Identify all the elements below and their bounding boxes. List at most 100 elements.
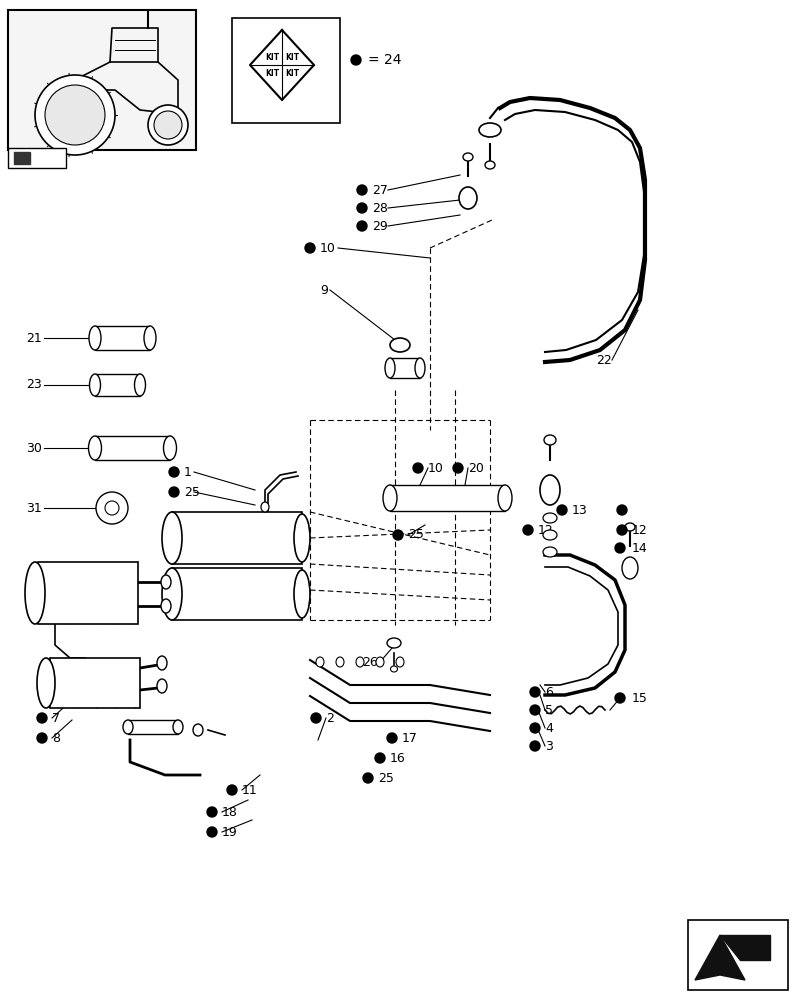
Text: 7: 7 (52, 712, 60, 724)
Ellipse shape (375, 657, 384, 667)
Text: 3: 3 (544, 740, 552, 752)
Text: 17: 17 (401, 732, 418, 744)
Circle shape (387, 733, 397, 743)
Polygon shape (14, 152, 30, 164)
Ellipse shape (37, 658, 55, 708)
Circle shape (530, 723, 539, 733)
Bar (95, 326, 150, 350)
Text: 22: 22 (595, 354, 611, 366)
Text: 12: 12 (631, 524, 647, 536)
Ellipse shape (294, 514, 310, 562)
Circle shape (616, 525, 626, 535)
Ellipse shape (193, 724, 203, 736)
Text: 13: 13 (571, 504, 587, 516)
Text: 31: 31 (26, 502, 42, 514)
Ellipse shape (89, 374, 101, 396)
Ellipse shape (135, 374, 145, 396)
Bar (687, 920, 787, 990)
Circle shape (350, 55, 361, 65)
Text: 8: 8 (52, 732, 60, 744)
Circle shape (207, 827, 217, 837)
Ellipse shape (621, 557, 637, 579)
Ellipse shape (414, 358, 424, 378)
Circle shape (35, 75, 115, 155)
Bar (232, 18, 340, 123)
Ellipse shape (396, 657, 404, 667)
Ellipse shape (543, 513, 556, 523)
Text: 1: 1 (184, 466, 191, 479)
Text: 2: 2 (325, 712, 333, 724)
Text: 4: 4 (544, 722, 552, 734)
Text: KIT: KIT (264, 68, 279, 78)
Circle shape (311, 713, 320, 723)
Bar (389, 358, 419, 378)
Ellipse shape (163, 436, 176, 460)
Ellipse shape (383, 485, 397, 511)
Text: 20: 20 (467, 462, 483, 475)
Text: 26: 26 (362, 656, 377, 668)
Circle shape (530, 705, 539, 715)
Circle shape (614, 693, 624, 703)
Circle shape (105, 501, 119, 515)
Ellipse shape (162, 568, 182, 620)
Circle shape (227, 785, 237, 795)
Circle shape (37, 713, 47, 723)
Ellipse shape (157, 656, 167, 670)
Circle shape (453, 463, 462, 473)
Circle shape (207, 807, 217, 817)
Circle shape (522, 525, 532, 535)
Text: 23: 23 (26, 378, 42, 391)
Circle shape (357, 185, 367, 195)
Circle shape (363, 773, 372, 783)
Ellipse shape (157, 679, 167, 693)
Circle shape (148, 105, 188, 145)
Text: 15: 15 (631, 692, 647, 704)
Circle shape (305, 243, 315, 253)
Bar (38, 562, 138, 624)
Circle shape (530, 741, 539, 751)
Text: 10: 10 (320, 241, 336, 254)
Ellipse shape (162, 512, 182, 564)
Text: 27: 27 (371, 184, 388, 196)
Polygon shape (719, 935, 769, 960)
Bar (50, 658, 139, 708)
Circle shape (154, 111, 182, 139)
Text: 25: 25 (407, 528, 423, 542)
Ellipse shape (390, 666, 397, 672)
Ellipse shape (88, 436, 101, 460)
Circle shape (169, 487, 178, 497)
Ellipse shape (173, 720, 182, 734)
Text: 6: 6 (544, 686, 552, 698)
Text: KIT: KIT (285, 52, 298, 62)
Ellipse shape (458, 187, 476, 209)
Ellipse shape (294, 570, 310, 618)
Ellipse shape (543, 435, 556, 445)
Ellipse shape (161, 575, 171, 589)
Ellipse shape (497, 485, 512, 511)
Text: 30: 30 (26, 442, 42, 454)
Ellipse shape (122, 720, 133, 734)
Circle shape (357, 203, 367, 213)
Circle shape (614, 543, 624, 553)
Text: 14: 14 (631, 542, 647, 554)
Polygon shape (694, 935, 744, 980)
Text: 10: 10 (427, 462, 444, 475)
Circle shape (393, 530, 402, 540)
Circle shape (413, 463, 423, 473)
Ellipse shape (315, 657, 324, 667)
Bar (128, 720, 178, 734)
Text: 11: 11 (242, 784, 257, 796)
Circle shape (45, 85, 105, 145)
Ellipse shape (387, 638, 401, 648)
Ellipse shape (462, 153, 473, 161)
Bar (389, 485, 504, 511)
Ellipse shape (144, 326, 156, 350)
Text: 28: 28 (371, 202, 388, 215)
Bar (8, 10, 195, 150)
Bar (172, 512, 302, 564)
Ellipse shape (624, 523, 634, 531)
Text: 18: 18 (221, 806, 238, 818)
Circle shape (37, 733, 47, 743)
Ellipse shape (260, 502, 268, 512)
Circle shape (530, 687, 539, 697)
